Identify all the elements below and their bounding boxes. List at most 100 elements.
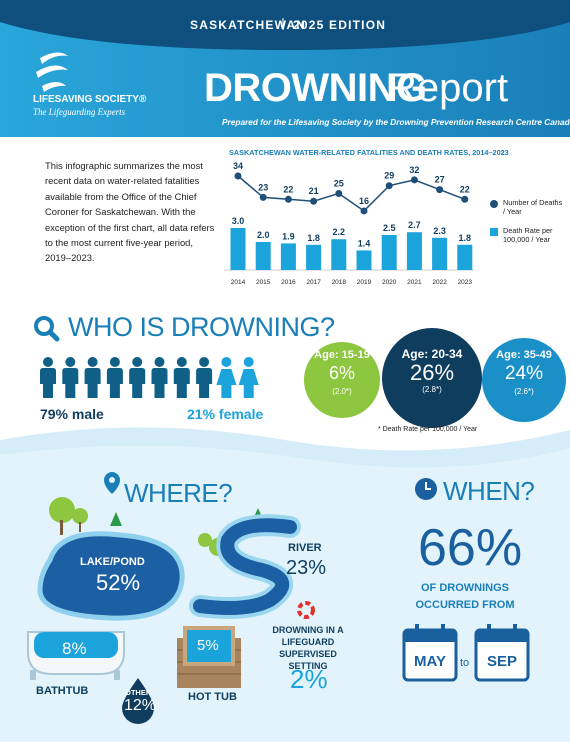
bar — [230, 228, 246, 270]
legend-label: Number of Deaths / Year — [503, 198, 563, 216]
point-label: 25 — [334, 178, 344, 188]
age-label: Age: 35-49 — [496, 349, 552, 361]
female-share: 21% female — [187, 406, 264, 422]
head — [109, 357, 120, 367]
title-main: DROWNING — [204, 66, 427, 110]
age-circle — [382, 328, 482, 428]
drop-icon — [122, 678, 154, 724]
bar-label: 1.8 — [307, 233, 320, 243]
body — [106, 368, 123, 398]
age-circle — [482, 338, 566, 422]
bathtub-share: 8% — [62, 639, 87, 658]
legend-item: Number of Deaths / Year — [490, 198, 565, 216]
body — [238, 369, 259, 398]
bar-label: 2.5 — [383, 223, 396, 233]
bar-label: 3.0 — [232, 216, 245, 226]
footnote: * Death Rate per 100,000 / Year — [378, 426, 478, 433]
age-share: 24% — [504, 363, 544, 384]
line — [237, 175, 466, 212]
point — [436, 186, 444, 194]
when-text: OF DROWNINGS OCCURRED FROM — [415, 582, 515, 611]
legend-swatch — [490, 200, 498, 208]
bar — [306, 244, 322, 270]
lifeguard-label: DROWNING IN A LIFEGUARD SUPERVISED SETTI… — [272, 625, 344, 671]
point-label: 27 — [435, 175, 445, 185]
header-top — [0, 0, 570, 50]
x-tick-label: 2015 — [256, 279, 271, 286]
bar — [255, 242, 271, 270]
male-icon — [40, 357, 56, 398]
hot-tub-icon — [177, 626, 241, 688]
male-icon — [196, 357, 213, 398]
when-heading: WHEN? — [443, 476, 535, 506]
bar — [432, 237, 448, 270]
age-share: 6% — [328, 363, 355, 383]
head — [221, 357, 232, 367]
point-label: 21 — [309, 186, 319, 196]
other-label: OTHER — [125, 688, 152, 697]
search-icon — [34, 316, 60, 342]
bar — [381, 235, 397, 270]
people-icons — [40, 357, 259, 398]
female-icon — [216, 357, 237, 398]
body — [62, 368, 79, 398]
point-label: 32 — [409, 165, 419, 175]
region: SASKATCHEWAN — [190, 18, 307, 32]
x-tick-label: 2016 — [281, 279, 296, 286]
head — [87, 357, 98, 367]
bar-label: 1.4 — [358, 238, 371, 248]
head — [43, 357, 53, 367]
bar-label: 1.9 — [282, 231, 295, 241]
point — [461, 195, 469, 203]
edition: 2025 EDITION — [293, 18, 387, 32]
lake-shape — [37, 531, 185, 621]
point-label: 34 — [233, 161, 243, 171]
point — [335, 189, 343, 197]
lake-label: LAKE/POND — [80, 556, 145, 568]
hot-tub-share: 5% — [197, 637, 219, 654]
logo-name: LIFESAVING SOCIETY® — [33, 94, 147, 105]
point — [385, 182, 393, 190]
bar-label: 2.3 — [433, 226, 446, 236]
x-tick-label: 2017 — [306, 279, 321, 286]
bathtub-label: BATHTUB — [36, 685, 89, 697]
x-tick-label: 2019 — [357, 279, 372, 286]
point — [234, 172, 242, 180]
point-label: 16 — [359, 196, 369, 206]
legend-item: Death Rate per 100,000 / Year — [490, 226, 565, 244]
body — [84, 368, 101, 398]
logo-tagline: The Lifeguarding Experts — [33, 107, 126, 117]
point — [360, 207, 368, 215]
point — [410, 176, 418, 184]
point-label: 29 — [384, 171, 394, 181]
x-tick-label: 2018 — [332, 279, 347, 286]
point-label: 23 — [258, 182, 268, 192]
logo-mark — [36, 52, 68, 92]
month-from: MAY — [414, 653, 446, 670]
hot-tub-label: HOT TUB — [188, 691, 237, 703]
who-heading: WHO IS DROWNING? — [68, 312, 335, 342]
head — [199, 357, 210, 367]
male-icon — [129, 357, 146, 398]
bar-label: 2.0 — [257, 230, 270, 240]
chart: 2014 2015 2016 2017 2018 2019 2020 2021 2022 2023… — [224, 161, 474, 286]
legend-swatch — [490, 228, 498, 236]
where-heading: WHERE? — [124, 478, 233, 508]
male-icon — [106, 357, 123, 398]
intro: This infographic summarizes the most rec… — [45, 160, 215, 264]
male-share: 79% male — [40, 406, 104, 422]
x-tick-label: 2022 — [432, 279, 447, 286]
head — [176, 357, 187, 367]
bar-label: 2.2 — [333, 227, 346, 237]
clock-icon — [415, 478, 437, 500]
age-rate: (2.0*) — [332, 387, 352, 396]
body — [151, 368, 168, 398]
other-share: 12% — [124, 697, 157, 714]
point-label: 22 — [283, 184, 293, 194]
age-share: 26% — [409, 360, 455, 385]
age-rate: (2.6*) — [514, 387, 534, 396]
river-share: 23% — [286, 557, 327, 579]
river-shape — [193, 518, 297, 615]
head — [243, 357, 254, 367]
